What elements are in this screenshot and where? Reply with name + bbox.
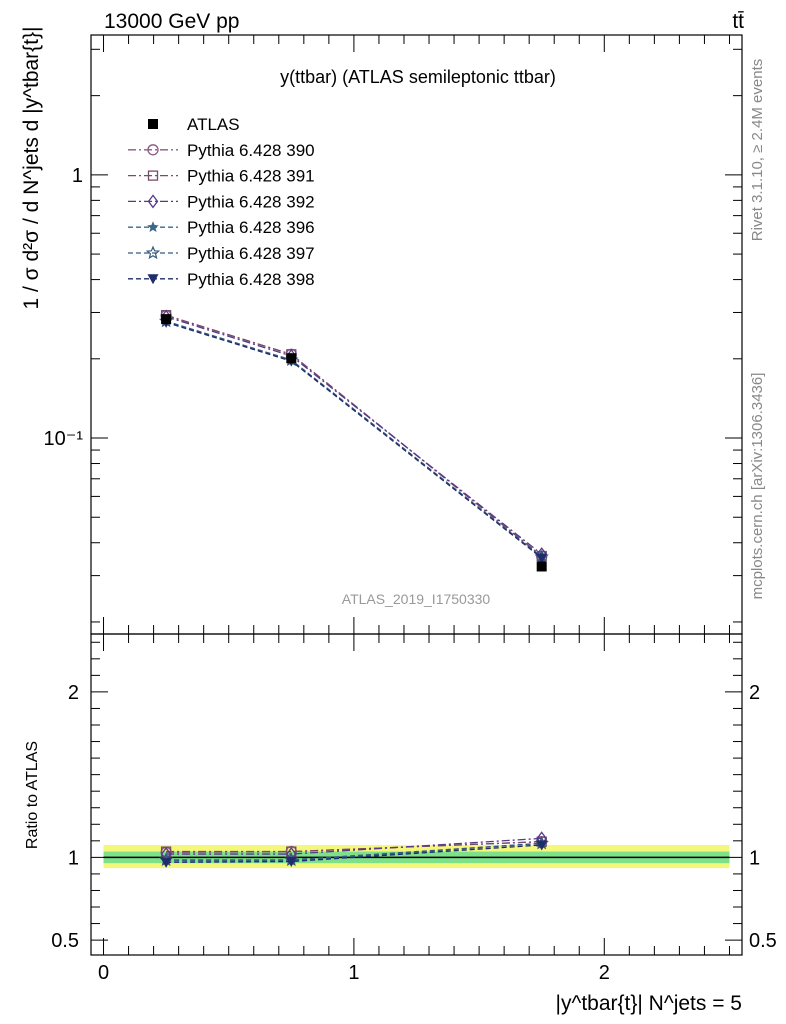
rivet-version-label: Rivet 3.1.10, ≥ 2.4M events bbox=[749, 59, 766, 242]
process-label: tt̄ bbox=[732, 10, 744, 33]
upper-panel: 1 10⁻¹ bbox=[44, 34, 743, 635]
legend-marker bbox=[147, 274, 159, 285]
ratio-point bbox=[160, 857, 172, 868]
series-pythia-6-428-392 bbox=[160, 309, 548, 562]
legend-marker bbox=[147, 194, 159, 209]
lower-y-tick-label: 0.5 bbox=[51, 930, 79, 952]
legend-entry: Pythia 6.428 398 bbox=[187, 270, 315, 289]
legend-marker bbox=[147, 170, 159, 181]
plot-title: y(ttbar) (ATLAS semileptonic ttbar) bbox=[280, 67, 556, 87]
lower-y-tick-label-right: 1 bbox=[749, 847, 760, 869]
lower-y-axis-label: Ratio to ATLAS bbox=[24, 741, 41, 849]
data-point bbox=[536, 553, 548, 564]
series-pythia-6-428-397 bbox=[158, 313, 549, 564]
data-point bbox=[161, 314, 172, 325]
lower-y-tick-label: 2 bbox=[68, 682, 79, 704]
legend-entry: Pythia 6.428 391 bbox=[187, 167, 315, 186]
legend-entry: Pythia 6.428 390 bbox=[187, 141, 315, 160]
series-line bbox=[165, 320, 543, 558]
lower-plot-frame bbox=[90, 633, 743, 956]
energy-label: 13000 GeV pp bbox=[104, 10, 239, 33]
series-line bbox=[165, 314, 543, 557]
upper-y-tick-label: 10⁻¹ bbox=[44, 428, 84, 450]
series-pythia-6-428-398 bbox=[160, 317, 548, 564]
data-point bbox=[536, 561, 547, 572]
series-pythia-6-428-390 bbox=[160, 309, 548, 563]
ratio-line bbox=[166, 841, 542, 853]
ratio-point bbox=[285, 857, 297, 868]
series-pythia-6-428-396 bbox=[160, 315, 548, 563]
ratio-line bbox=[166, 842, 542, 861]
ratio-line bbox=[166, 837, 542, 855]
x-tick-label: 2 bbox=[599, 962, 610, 984]
legend-marker bbox=[145, 245, 161, 260]
legend-entry: Pythia 6.428 397 bbox=[187, 244, 315, 263]
series-line bbox=[165, 320, 543, 558]
legend-marker bbox=[148, 119, 158, 129]
series-atlas bbox=[161, 314, 547, 572]
lower-y-tick-label-right: 0.5 bbox=[749, 930, 777, 952]
analysis-watermark: ATLAS_2019_I1750330 bbox=[342, 591, 491, 607]
lower-y-tick-label-right: 2 bbox=[749, 682, 760, 704]
mcplots-label: mcplots.cern.ch [arXiv:1306.3436] bbox=[749, 373, 766, 600]
x-tick-label: 1 bbox=[348, 962, 359, 984]
series-line bbox=[165, 316, 543, 555]
series-pythia-6-428-391 bbox=[160, 310, 547, 562]
legend-entry: ATLAS bbox=[187, 115, 240, 134]
series-line bbox=[165, 314, 543, 557]
legend-entry: Pythia 6.428 396 bbox=[187, 218, 315, 237]
upper-y-axis-label: 1 / σ d²σ / d N^jets d |y^tbar{t}| bbox=[20, 27, 43, 310]
x-tick-label: 0 bbox=[98, 962, 109, 984]
ratio-series-pythia-6-428-398 bbox=[160, 840, 548, 868]
legend-marker bbox=[147, 144, 159, 156]
legend-entry: Pythia 6.428 392 bbox=[187, 192, 315, 211]
upper-y-tick-label: 1 bbox=[72, 165, 83, 187]
x-axis-label: |y^tbar{t}| N^jets = 5 bbox=[556, 992, 742, 1015]
series-line bbox=[165, 321, 543, 559]
ratio-point bbox=[536, 840, 548, 851]
ratio-line bbox=[166, 844, 542, 863]
legend-marker bbox=[147, 221, 159, 233]
lower-y-tick-label: 1 bbox=[68, 847, 79, 869]
legend: ATLAS Pythia 6.428 390 Pythia 6.428 391 Pyt… bbox=[128, 115, 315, 289]
data-point bbox=[286, 353, 297, 364]
lower-panel: 0.5 0.5 1 1 2 2 0 1 2 bbox=[51, 633, 777, 984]
